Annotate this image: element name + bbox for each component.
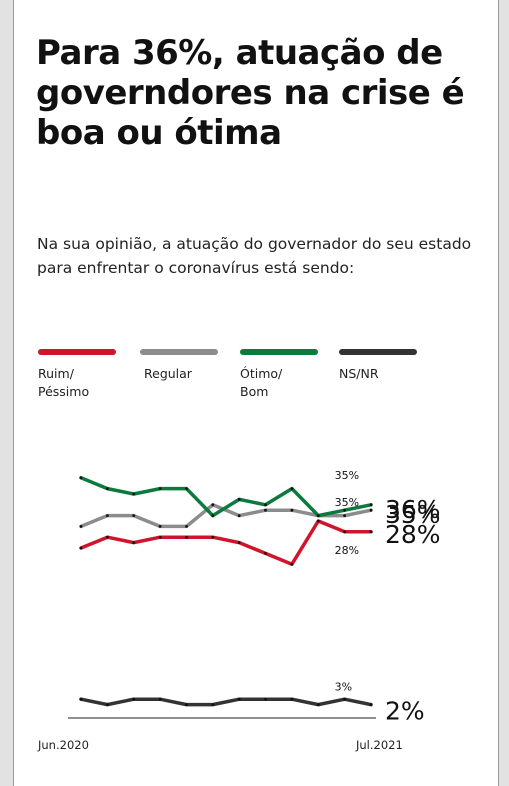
data-label-regular: 35% (335, 496, 359, 509)
data-point-regular (264, 508, 267, 512)
data-point-otimo-bom (343, 508, 346, 512)
data-point-otimo-bom (106, 487, 109, 490)
data-point-ruim-pessimo (132, 541, 136, 544)
data-point-otimo-bom (211, 514, 215, 517)
data-point-ruim-pessimo (369, 530, 373, 534)
data-point-regular (211, 503, 215, 507)
data-point-otimo-bom (290, 487, 294, 490)
data-point-ns-nr (316, 703, 320, 706)
data-point-ruim-pessimo (185, 535, 188, 539)
data-point-otimo-bom (369, 503, 373, 507)
series-line-ruim-pessimo (79, 519, 373, 566)
data-label-ns-nr: 3% (335, 681, 352, 694)
data-point-regular (158, 525, 162, 528)
data-point-ruim-pessimo (264, 552, 267, 555)
data-point-ns-nr (211, 703, 215, 706)
data-point-ruim-pessimo (158, 535, 162, 539)
data-point-ns-nr (264, 697, 267, 701)
data-point-otimo-bom (185, 487, 188, 490)
data-point-otimo-bom (237, 498, 241, 501)
data-point-ns-nr (106, 703, 109, 706)
data-point-ns-nr (237, 697, 241, 701)
data-point-ruim-pessimo (316, 519, 320, 523)
legend-label-ns-nr: NS/NR (339, 366, 379, 381)
x-tick-end: Jul.2021 (356, 738, 403, 752)
data-point-ruim-pessimo (79, 546, 83, 550)
data-point-ns-nr (132, 697, 136, 701)
legend-item-ns-nr: NS/NR (339, 349, 429, 383)
data-point-regular (343, 514, 346, 517)
end-labels-layer: 28%28%35% 35%35%36%3%2% (335, 469, 441, 726)
data-point-otimo-bom (79, 476, 83, 480)
chart-subtitle: Na sua opinião, a atuação do governador … (37, 235, 472, 277)
page-frame-right (498, 0, 509, 786)
data-point-regular (290, 508, 294, 512)
end-value-ns-nr: 2% (385, 697, 425, 726)
data-point-ruim-pessimo (211, 535, 215, 539)
data-point-ruim-pessimo (237, 541, 241, 544)
legend-label-regular: Regular (144, 366, 192, 381)
data-point-regular (132, 514, 136, 517)
data-point-regular (106, 514, 109, 517)
data-point-regular (369, 508, 373, 512)
legend-item-regular: Regular (140, 349, 230, 383)
data-label-ruim-pessimo: 28% (335, 544, 359, 557)
legend-swatch-ruim-pessimo (38, 349, 116, 355)
data-point-regular (185, 525, 188, 528)
line-chart: 28%28%35% 35%35%36%3%2% (68, 469, 441, 726)
data-point-ns-nr (290, 697, 294, 701)
data-point-ns-nr (185, 703, 188, 706)
data-point-ruim-pessimo (290, 562, 294, 566)
data-point-ns-nr (79, 697, 83, 701)
legend-swatch-regular (140, 349, 218, 355)
legend-label-ruim-pessimo: Ruim/ Péssimo (38, 366, 90, 399)
chart-title: Para 36%, atuação de governdores na cris… (36, 33, 465, 153)
data-point-ns-nr (343, 697, 346, 701)
legend-swatch-otimo-bom (240, 349, 318, 355)
series-line-ns-nr (79, 697, 373, 707)
data-point-regular (79, 525, 83, 528)
data-point-regular (237, 514, 241, 517)
legend-item-ruim-pessimo: Ruim/ Péssimo (38, 349, 128, 401)
data-point-otimo-bom (158, 487, 162, 490)
end-value-ruim-pessimo: 28% (385, 520, 441, 549)
legend-label-otimo-bom: Ótimo/ Bom (240, 366, 283, 399)
data-point-otimo-bom (264, 503, 267, 507)
end-value-regular: 35% (385, 500, 441, 529)
x-tick-start: Jun.2020 (38, 738, 89, 752)
legend-swatch-ns-nr (339, 349, 417, 355)
end-value-otimo-bom: 36% (385, 495, 441, 524)
data-label-otimo-bom: 35% (335, 469, 359, 482)
data-point-otimo-bom (132, 492, 136, 496)
data-point-ns-nr (158, 697, 162, 701)
series-line-otimo-bom (79, 476, 373, 518)
data-point-ns-nr (369, 703, 373, 706)
data-point-ruim-pessimo (106, 535, 109, 539)
data-point-ruim-pessimo (343, 530, 346, 534)
data-point-otimo-bom (316, 514, 320, 517)
page-frame-left (0, 0, 14, 786)
legend-item-otimo-bom: Ótimo/ Bom (240, 349, 330, 401)
series-layer (79, 476, 373, 707)
